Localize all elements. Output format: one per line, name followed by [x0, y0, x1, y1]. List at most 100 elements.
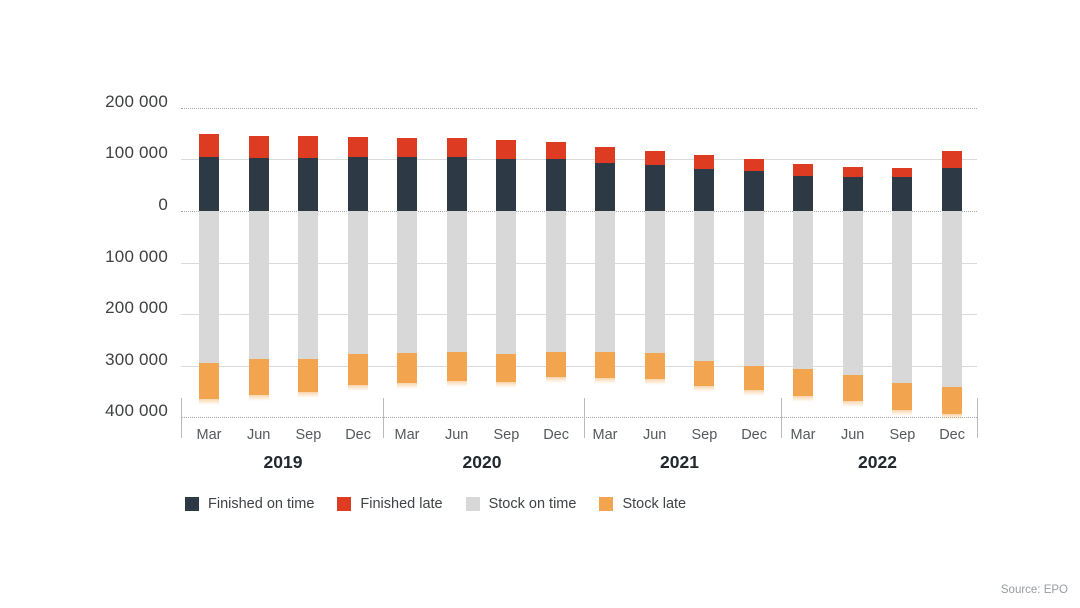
bar-segment-finished-late: [248, 135, 269, 159]
x-axis-separator-tick: [584, 398, 585, 438]
legend-item-stock-on-time: Stock on time: [465, 496, 576, 512]
bar-segment-finished-on-time: [793, 175, 813, 211]
x-axis-year-label: 2020: [462, 452, 502, 472]
y-axis-tick-label: 100 000: [105, 143, 168, 163]
bar-segment-finished-late: [397, 137, 417, 158]
x-axis-quarter-label: Sep: [691, 427, 718, 443]
bar-segment-stock-on-time: [248, 211, 269, 360]
bar-segment-stock-on-time: [397, 211, 417, 354]
x-axis-quarter-label: Jun: [444, 427, 469, 443]
bar-segment-stock-late: [694, 360, 715, 387]
bar-column-mar-2020: [397, 0, 417, 460]
x-axis-quarter-label: Mar: [196, 427, 222, 443]
y-axis-tick-label: 100 000: [105, 246, 168, 266]
x-axis-quarter-label: Mar: [790, 427, 816, 443]
bar-segment-finished-late: [793, 164, 813, 176]
bar-shadow: [248, 394, 269, 401]
bar-segment-finished-late: [199, 134, 219, 157]
bar-shadow: [348, 385, 369, 392]
gridline: [181, 107, 977, 109]
bar-shadow: [496, 381, 517, 388]
x-axis-separator-tick: [780, 398, 782, 438]
x-axis-separator-tick: [383, 398, 384, 438]
bar-segment-finished-late: [942, 150, 963, 169]
bar-segment-stock-on-time: [644, 211, 665, 354]
bar-segment-finished-late: [892, 167, 913, 177]
bar-segment-finished-late: [644, 150, 665, 166]
x-axis-quarter-label: Sep: [889, 427, 916, 443]
x-axis-quarter-label: Dec: [345, 427, 371, 443]
bar-column-sep-2019: [298, 0, 319, 460]
bar-shadow: [942, 414, 963, 421]
bar-column-dec-2019: [348, 0, 369, 460]
bar-segment-finished-late: [744, 159, 765, 172]
bar-segment-stock-on-time: [446, 211, 467, 352]
bar-segment-finished-on-time: [694, 169, 715, 211]
bar-segment-finished-on-time: [397, 157, 417, 211]
legend-label: Finished late: [360, 496, 443, 512]
bar-segment-finished-on-time: [496, 158, 517, 211]
legend-item-finished-late: Finished late: [337, 496, 443, 512]
bar-segment-finished-on-time: [892, 176, 913, 211]
bar-segment-stock-late: [546, 352, 567, 377]
x-axis-quarter-label: Mar: [592, 427, 618, 443]
bar-segment-stock-on-time: [744, 211, 765, 367]
legend-swatch-stock-late: [599, 497, 614, 511]
bar-segment-finished-on-time: [298, 158, 319, 211]
bar-segment-finished-late: [348, 136, 369, 158]
bar-segment-finished-late: [694, 154, 715, 170]
x-axis-quarter-label: Jun: [246, 427, 271, 443]
bar-segment-stock-on-time: [892, 211, 913, 383]
x-axis-separator-tick: [977, 398, 978, 438]
bar-column-mar-2021: [595, 0, 615, 460]
bar-segment-finished-on-time: [842, 177, 863, 211]
bar-segment-finished-on-time: [744, 171, 765, 211]
bar-segment-finished-late: [298, 136, 319, 159]
bar-segment-finished-late: [842, 166, 863, 178]
legend-item-stock-late: Stock late: [599, 496, 686, 512]
bar-shadow: [644, 379, 665, 386]
legend-swatch-stock-on-time: [465, 497, 480, 511]
legend-swatch-finished-late: [337, 497, 352, 511]
x-axis-quarter-label: Sep: [493, 427, 520, 443]
bar-segment-finished-late: [595, 146, 615, 163]
bar-shadow: [397, 383, 417, 390]
legend-item-finished-on-time: Finished on time: [185, 496, 314, 512]
y-axis-tick-label: 400 000: [105, 401, 168, 421]
x-axis-year-label: 2021: [660, 452, 699, 472]
bar-segment-stock-late: [199, 362, 219, 400]
gridline: [181, 417, 977, 419]
bar-column-sep-2021: [694, 0, 715, 460]
gridline: [181, 211, 977, 212]
bar-segment-stock-on-time: [199, 211, 219, 363]
legend-label: Stock late: [622, 496, 687, 512]
bar-segment-stock-late: [298, 359, 319, 392]
bar-segment-finished-on-time: [595, 163, 615, 211]
bar-segment-stock-late: [446, 351, 467, 381]
bar-shadow: [199, 399, 219, 406]
bar-column-jun-2020: [446, 0, 467, 460]
bar-column-sep-2020: [496, 0, 517, 460]
bar-segment-stock-on-time: [694, 211, 715, 361]
bar-shadow: [546, 376, 567, 383]
bar-shadow: [694, 386, 715, 393]
bar-segment-stock-late: [595, 352, 615, 378]
bar-column-jun-2021: [644, 0, 665, 460]
bar-shadow: [446, 380, 467, 387]
bar-segment-finished-on-time: [248, 158, 269, 211]
gridline: [181, 365, 977, 367]
x-axis-quarter-label: Dec: [543, 427, 569, 443]
bar-segment-stock-late: [496, 354, 517, 382]
bar-segment-stock-late: [892, 382, 913, 411]
bar-segment-stock-late: [644, 353, 665, 380]
bar-segment-stock-late: [744, 366, 765, 391]
legend-label: Finished on time: [208, 496, 315, 512]
bar-shadow: [793, 395, 813, 402]
y-axis-tick-label: 0: [158, 195, 168, 214]
bar-segment-stock-on-time: [546, 211, 567, 353]
legend-swatch-finished-on-time: [185, 497, 199, 511]
bar-shadow: [595, 377, 615, 384]
y-axis-tick-label: 300 000: [105, 349, 168, 369]
x-axis-quarter-label: Mar: [394, 427, 420, 443]
